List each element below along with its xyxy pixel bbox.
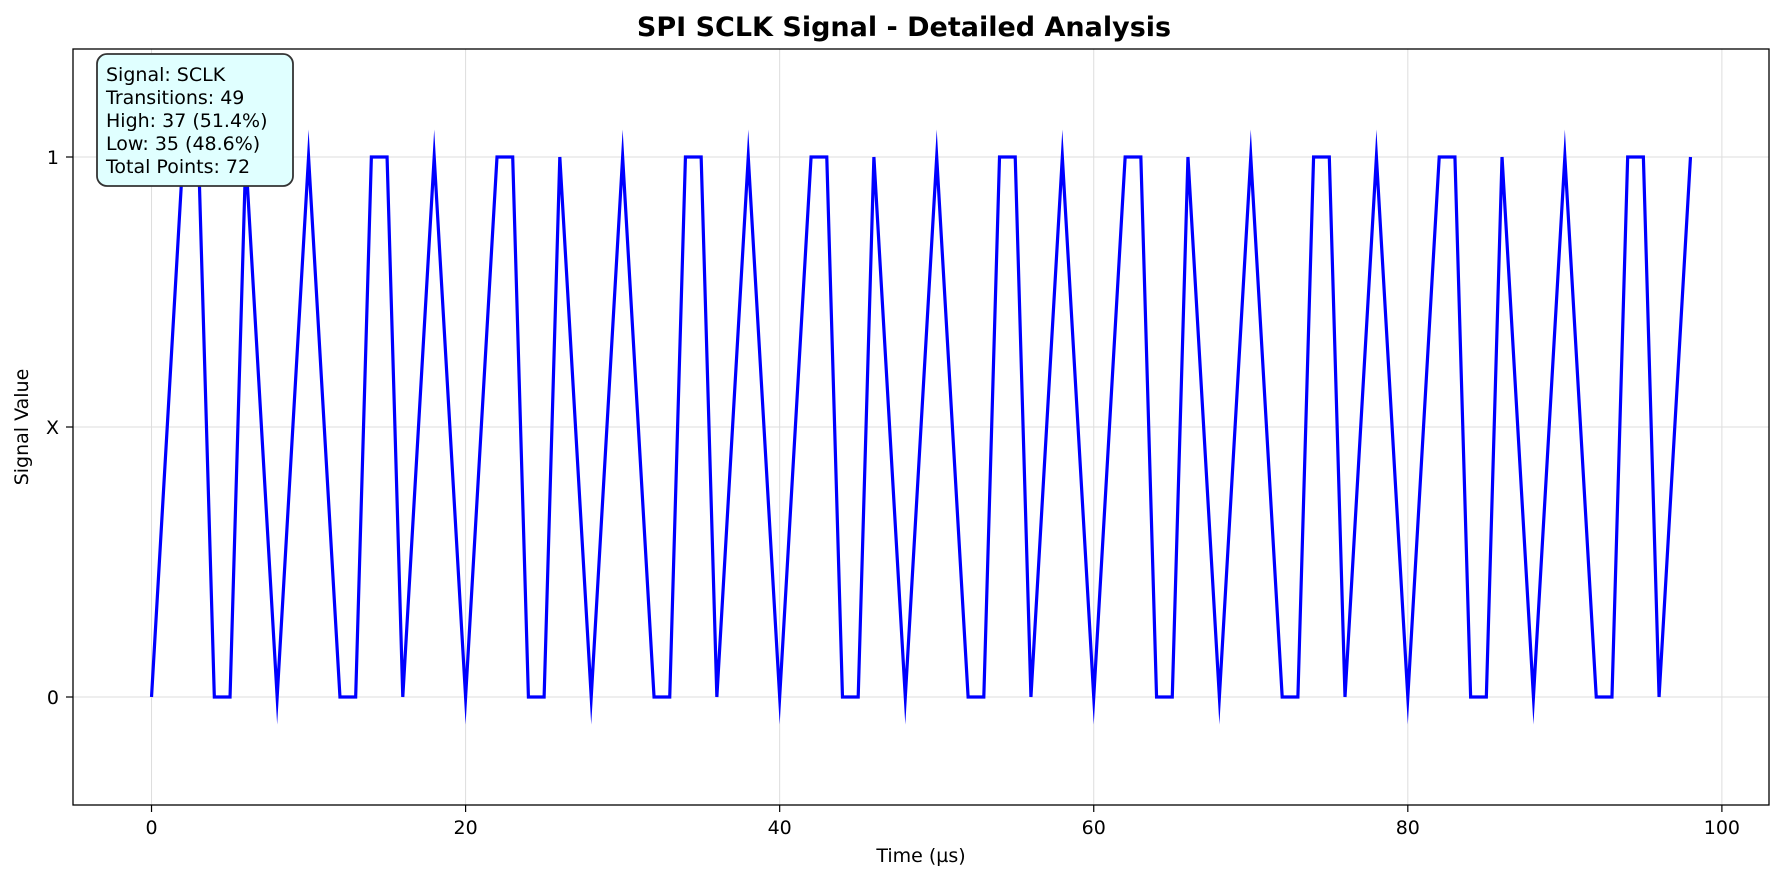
x-tick-label: 100 <box>1704 817 1740 839</box>
info-transitions: Transitions: 49 <box>105 87 244 109</box>
x-axis-ticks: 0 20 40 60 80 100 <box>145 805 1740 839</box>
info-signal: Signal: SCLK <box>106 64 226 86</box>
info-low: Low: 35 (48.6%) <box>106 133 260 155</box>
info-box-background <box>96 53 294 187</box>
y-tick-label: X <box>46 417 59 439</box>
y-axis-label: Signal Value <box>11 369 33 486</box>
info-total-points: Total Points: 72 <box>105 156 250 178</box>
x-tick-label: 40 <box>768 817 792 839</box>
chart-title: SPI SCLK Signal - Detailed Analysis <box>637 12 1171 43</box>
x-tick-label: 60 <box>1082 817 1106 839</box>
x-tick-label: 20 <box>453 817 477 839</box>
x-tick-label: 0 <box>145 817 157 839</box>
y-tick-label: 1 <box>47 147 59 169</box>
y-axis-ticks: 0 X 1 <box>46 147 73 709</box>
info-box: Signal: SCLK Transitions: 49 High: 37 (5… <box>96 53 294 187</box>
sclk-signal-line <box>149 129 1693 725</box>
x-tick-label: 80 <box>1396 817 1420 839</box>
info-high: High: 37 (51.4%) <box>106 110 268 132</box>
y-tick-label: 0 <box>47 687 59 709</box>
x-axis-label: Time (µs) <box>875 845 965 867</box>
